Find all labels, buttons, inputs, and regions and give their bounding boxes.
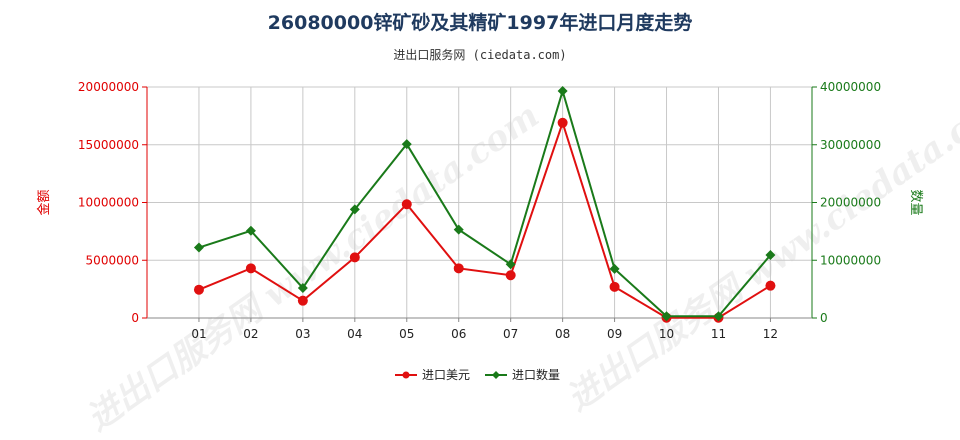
data-point-diamond — [765, 250, 776, 261]
right-tick-label: 40000000 — [820, 80, 881, 94]
right-tick-label: 10000000 — [820, 253, 881, 267]
data-point-circle — [245, 263, 256, 274]
x-tick-label: 08 — [555, 327, 570, 341]
data-point-diamond — [193, 242, 204, 253]
chart-canvas: 0 5000000 10000000 15000000 20000000 0 1000000… — [36, 80, 923, 382]
data-point-circle — [453, 263, 464, 274]
data-point-diamond — [245, 225, 256, 236]
x-tick-label: 12 — [763, 327, 778, 341]
data-point-diamond — [609, 263, 620, 274]
right-tick-label: 30000000 — [820, 138, 881, 152]
x-tick-label: 01 — [191, 327, 206, 341]
data-point-circle — [193, 284, 204, 295]
left-tick-label: 20000000 — [78, 80, 139, 94]
data-point-circle — [765, 280, 776, 291]
chart-title: 26080000锌矿砂及其精矿1997年进口月度走势 — [267, 12, 693, 34]
left-tick-label: 10000000 — [78, 196, 139, 210]
x-tick-label: 11 — [711, 327, 726, 341]
x-tick-label: 10 — [659, 327, 674, 341]
data-point-diamond — [713, 311, 724, 322]
left-axis-title: 金额 — [36, 189, 52, 215]
data-point-diamond — [557, 86, 568, 97]
data-point-circle — [349, 252, 360, 263]
data-point-diamond — [297, 282, 308, 293]
x-tick-label: 02 — [243, 327, 258, 341]
data-point-circle — [609, 281, 620, 292]
data-point-diamond — [453, 224, 464, 235]
x-tick-label: 05 — [399, 327, 414, 341]
right-tick-label: 0 — [820, 311, 828, 325]
legend: 进口美元 进口数量 — [395, 367, 560, 382]
x-tick-label: 09 — [607, 327, 622, 341]
legend-label: 进口数量 — [512, 367, 560, 382]
chart-subtitle: 进出口服务网 (ciedata.com) — [393, 48, 567, 62]
legend-marker — [492, 371, 500, 379]
grid-lines — [147, 86, 813, 319]
left-tick-label: 15000000 — [78, 138, 139, 152]
series-line — [198, 87, 772, 318]
data-point-diamond — [661, 311, 672, 322]
data-point-circle — [557, 117, 568, 128]
x-tick-label: 03 — [295, 327, 310, 341]
data-point-diamond — [505, 259, 516, 270]
legend-label: 进口美元 — [422, 368, 470, 382]
axes: 0 5000000 10000000 15000000 20000000 0 1000000… — [36, 80, 923, 341]
series-layer — [193, 86, 776, 323]
x-tick-label: 04 — [347, 327, 362, 341]
data-point-diamond — [401, 139, 412, 150]
left-tick-label: 5000000 — [86, 253, 139, 267]
series-line — [198, 119, 771, 319]
legend-marker — [402, 371, 410, 379]
left-tick-label: 0 — [131, 311, 139, 325]
x-tick-label: 07 — [503, 327, 518, 341]
data-point-diamond — [349, 204, 360, 215]
data-point-circle — [505, 270, 516, 281]
x-tick-label: 06 — [451, 327, 466, 341]
right-axis-title: 数量 — [908, 189, 923, 215]
data-point-circle — [401, 199, 412, 210]
data-point-circle — [297, 295, 308, 306]
right-tick-label: 20000000 — [820, 196, 881, 210]
